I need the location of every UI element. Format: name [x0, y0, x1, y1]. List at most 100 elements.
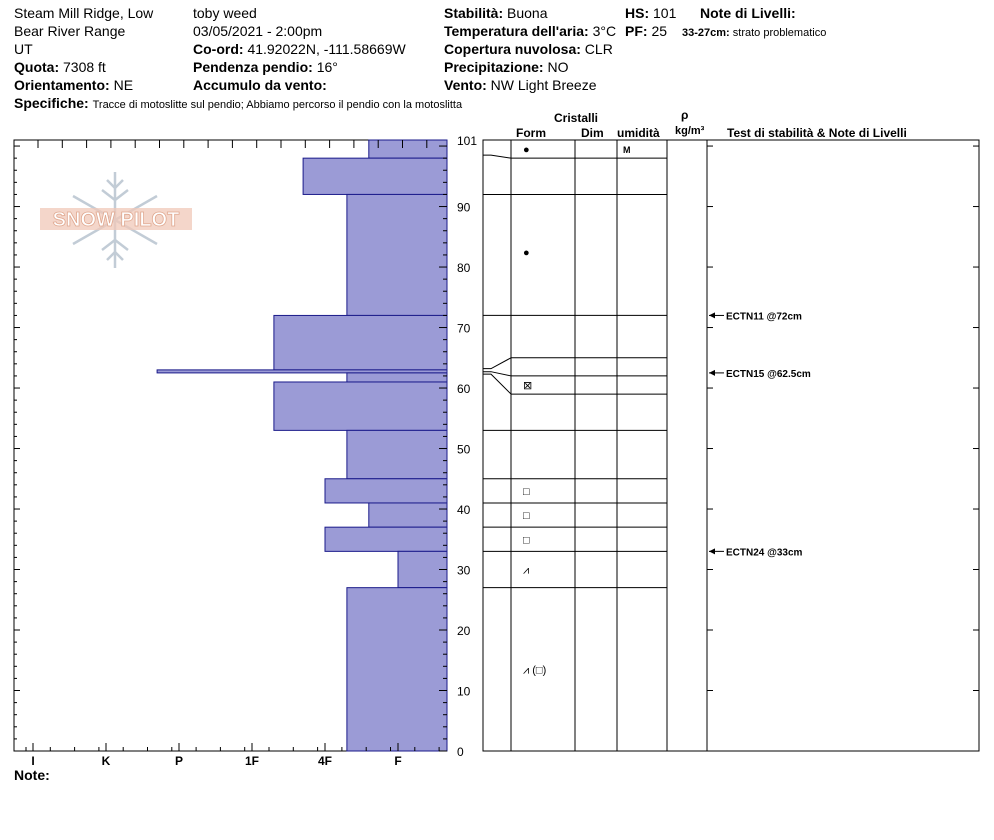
- hardness-bar: [346, 587, 448, 752]
- layer-grid-frame: [482, 139, 980, 752]
- crystals-header: Cristalli: [554, 111, 599, 125]
- cloud-cover: Copertura nuvolosa: CLR: [444, 41, 613, 57]
- depth-tick-label: 30: [457, 564, 471, 578]
- pf-value: 25: [651, 23, 668, 39]
- stability-value: Buona: [507, 5, 548, 21]
- crystal-form-symbol: □: [523, 534, 530, 546]
- moisture-value: M: [623, 145, 631, 155]
- air-temperature: Temperatura dell'aria: 3°C: [444, 23, 616, 39]
- hardness-bar: [273, 381, 448, 431]
- cloud-label: Copertura nuvolosa:: [444, 41, 581, 57]
- layer-connector: [483, 371, 512, 377]
- specifics-label: Specifiche:: [14, 95, 89, 111]
- aspect-value: NE: [113, 77, 134, 93]
- hardness-bar: [397, 550, 448, 589]
- air-temp-label: Temperatura dell'aria:: [444, 23, 589, 39]
- test-arrow-head: [709, 312, 715, 319]
- coordinates: Co-ord: 41.92022N, -111.58669W: [193, 41, 406, 57]
- layer-connector: [483, 154, 512, 159]
- precip-label: Precipitazione:: [444, 59, 544, 75]
- hardness-tick-label: P: [175, 754, 183, 768]
- hardness-bar: [368, 502, 448, 528]
- depth-tick-label: 0: [457, 745, 464, 759]
- coord-value: 41.92022N, -111.58669W: [247, 41, 406, 57]
- crystal-form-symbol: ⩘: [523, 565, 529, 577]
- aspect-label: Orientamento:: [14, 77, 110, 93]
- hs-label: HS:: [625, 5, 650, 21]
- depth-tick-label: 20: [457, 624, 471, 638]
- location: Steam Mill Ridge, Low: [14, 5, 154, 21]
- elevation-label: Quota:: [14, 59, 60, 75]
- elevation: Quota: 7308 ft: [14, 59, 106, 75]
- cloud-value: CLR: [584, 41, 613, 57]
- tests-header: Test di stabilità & Note di Livelli: [727, 126, 907, 140]
- crystal-form-symbol: ●: [523, 144, 530, 156]
- wind-loading-label: Accumulo da vento:: [193, 77, 327, 93]
- slope-label: Pendenza pendio:: [193, 59, 313, 75]
- hardness-tick-label: F: [394, 754, 401, 768]
- hardness-bar: [156, 369, 448, 374]
- crystal-form-symbol: □: [523, 486, 530, 498]
- depth-tick-label: 60: [457, 382, 471, 396]
- depth-tick-label: 70: [457, 322, 471, 336]
- hardness-bar: [346, 372, 448, 383]
- snow-height: HS: 101: [625, 5, 676, 21]
- wind: Vento: NW Light Breeze: [444, 77, 597, 93]
- stability-test-label: ECTN15 @62.5cm: [726, 369, 811, 380]
- hardness-tick-label: I: [31, 754, 34, 768]
- datetime: 03/05/2021 - 2:00pm: [193, 23, 323, 39]
- aspect: Orientamento: NE: [14, 77, 133, 93]
- hardness-bar: [324, 526, 448, 552]
- snowpilot-logo: SNOW PILOT: [40, 172, 192, 268]
- depth-tick-label: 80: [457, 261, 471, 275]
- crystal-form-symbol: ●: [523, 247, 530, 259]
- elevation-value: 7308 ft: [63, 59, 106, 75]
- precip-value: NO: [547, 59, 569, 75]
- hs-value: 101: [653, 5, 677, 21]
- wind-loading: Accumulo da vento:: [193, 77, 327, 93]
- specifics-value: Tracce di motoslitte sul pendio; Abbiamo…: [92, 99, 463, 111]
- hardness-bar: [368, 139, 448, 159]
- crystal-form-symbol: ⩘ (□): [523, 664, 546, 676]
- precipitation: Precipitazione: NO: [444, 59, 568, 75]
- crystal-form-symbol: □: [523, 510, 530, 522]
- layer-notes-label: Note di Livelli:: [700, 5, 796, 21]
- slope-value: 16°: [316, 59, 338, 75]
- depth-tick-label: 40: [457, 503, 471, 517]
- hardness-bar: [324, 478, 448, 504]
- stability-test-label: ECTN11 @72cm: [726, 311, 802, 322]
- stability: Stabilità: Buona: [444, 5, 548, 21]
- range: Bear River Range: [14, 23, 126, 39]
- hardness-tick-label: 4F: [318, 754, 332, 768]
- density-unit: kg/m³: [675, 125, 705, 137]
- wind-value: NW Light Breeze: [490, 77, 597, 93]
- depth-tick-label: 10: [457, 685, 471, 699]
- layer-notes: Note di Livelli:: [700, 5, 796, 21]
- hardness-tick-label: 1F: [245, 754, 259, 768]
- crystal-form-symbol: ⊠: [523, 380, 532, 392]
- hardness-bar: [346, 193, 448, 316]
- layer-connector: [483, 357, 512, 370]
- notes-label: Note:: [14, 767, 50, 783]
- hardness-tick-label: K: [102, 754, 111, 768]
- logo-text: SNOW PILOT: [53, 209, 180, 231]
- observer: toby weed: [193, 5, 257, 21]
- test-arrow-head: [709, 548, 715, 555]
- pf-label: PF:: [625, 23, 648, 39]
- layer-note: 33-27cm: strato problematico: [682, 25, 826, 41]
- density-symbol: ρ: [681, 108, 689, 122]
- humidity-header: umidità: [617, 126, 660, 140]
- test-arrow-head: [709, 369, 715, 376]
- stability-label: Stabilità:: [444, 5, 504, 21]
- depth-tick-label: 101: [457, 134, 477, 148]
- specifics: Specifiche: Tracce di motoslitte sul pen…: [14, 95, 462, 113]
- form-header: Form: [516, 126, 546, 140]
- state: UT: [14, 41, 33, 57]
- dim-header: Dim: [581, 126, 604, 140]
- hardness-bar: [302, 157, 448, 195]
- stability-test-label: ECTN24 @33cm: [726, 547, 803, 558]
- slope: Pendenza pendio: 16°: [193, 59, 338, 75]
- air-temp-value: 3°C: [592, 23, 617, 39]
- hardness-bar: [273, 314, 448, 371]
